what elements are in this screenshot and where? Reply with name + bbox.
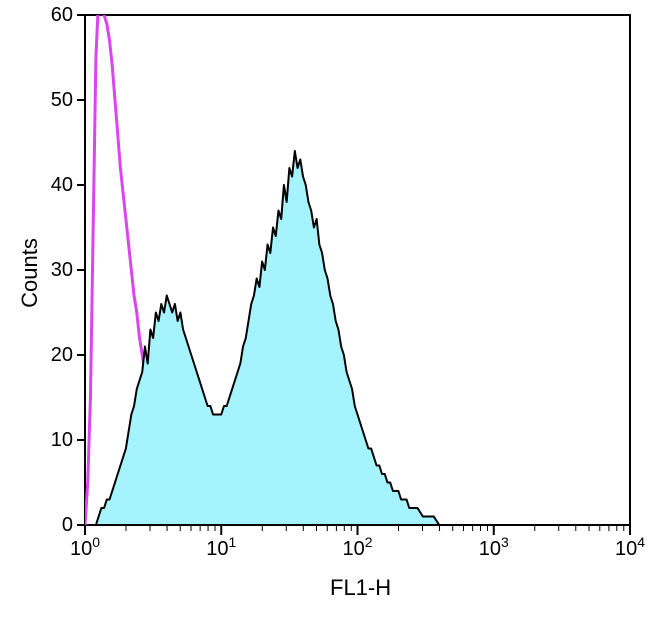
y-axis-label: Counts xyxy=(17,233,43,313)
svg-text:60: 60 xyxy=(51,4,73,26)
svg-text:0: 0 xyxy=(62,514,73,536)
svg-text:104: 104 xyxy=(615,534,645,560)
svg-text:50: 50 xyxy=(51,89,73,111)
svg-text:30: 30 xyxy=(51,259,73,281)
svg-text:20: 20 xyxy=(51,344,73,366)
svg-text:40: 40 xyxy=(51,174,73,196)
flow-cytometry-histogram: 100 101 102 103 104 0 10 20 30 40 50 60 Counts FL1-… xyxy=(0,0,650,626)
svg-text:100: 100 xyxy=(70,534,100,560)
svg-text:102: 102 xyxy=(342,534,372,560)
svg-text:103: 103 xyxy=(479,534,509,560)
x-axis-label: FL1-H xyxy=(330,575,391,601)
svg-text:10: 10 xyxy=(51,429,73,451)
chart-svg: 100 101 102 103 104 0 10 20 30 40 50 60 xyxy=(0,0,650,626)
svg-text:101: 101 xyxy=(206,534,236,560)
